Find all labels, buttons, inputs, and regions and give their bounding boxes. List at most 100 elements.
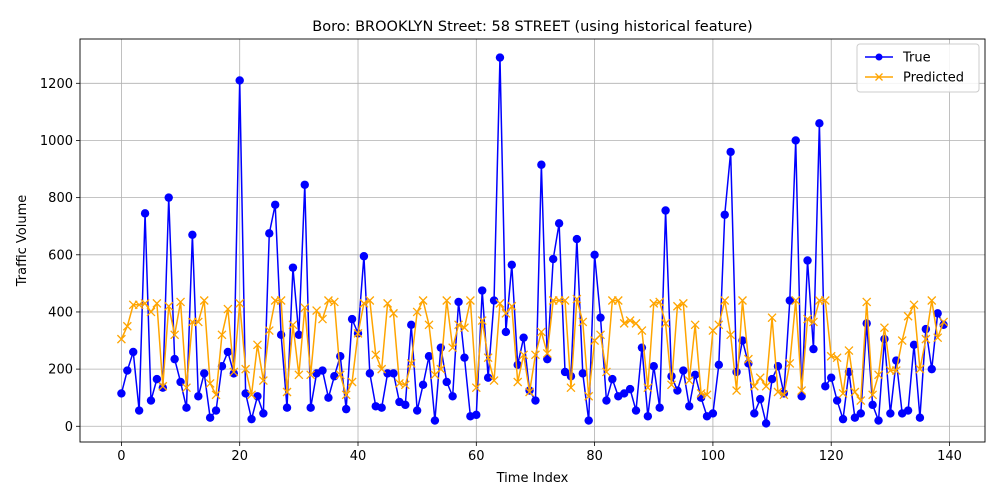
predicted-point xyxy=(832,353,842,363)
predicted-point xyxy=(489,376,499,386)
predicted-point xyxy=(838,388,848,398)
predicted-point xyxy=(513,377,523,387)
predicted-point xyxy=(661,318,671,328)
true-point xyxy=(436,343,446,352)
true-point xyxy=(205,413,215,422)
predicted-point xyxy=(122,321,132,331)
true-point xyxy=(531,396,540,405)
true-point xyxy=(886,409,895,418)
predicted-point xyxy=(176,297,186,307)
predicted-point xyxy=(282,387,292,397)
predicted-point xyxy=(223,304,233,314)
true-point xyxy=(483,373,493,382)
predicted-point xyxy=(182,383,191,393)
true-point xyxy=(880,334,889,344)
predicted-point xyxy=(158,381,168,391)
true-point xyxy=(821,382,830,391)
predicted-point xyxy=(927,296,937,305)
predicted-point xyxy=(211,390,221,400)
true-point xyxy=(229,369,238,378)
true-point xyxy=(927,364,936,374)
predicted-point xyxy=(578,317,588,327)
predicted-point xyxy=(542,348,552,358)
predicted-point xyxy=(690,320,700,330)
true-point xyxy=(152,374,162,384)
true-point xyxy=(909,340,919,350)
predicted-point xyxy=(915,364,925,374)
true-point xyxy=(383,369,392,378)
predicted-point xyxy=(389,308,398,318)
x-tick-label: 0 xyxy=(117,449,125,464)
predicted-point xyxy=(371,350,381,360)
predicted-point xyxy=(655,297,665,307)
y-tick-label: 1000 xyxy=(40,134,73,149)
predicted-point xyxy=(406,358,416,368)
predicted-point xyxy=(749,381,759,391)
x-tick-label: 20 xyxy=(231,449,248,464)
predicted-point xyxy=(164,301,174,311)
true-point xyxy=(649,362,658,371)
y-tick-label: 600 xyxy=(48,248,73,263)
true-point xyxy=(478,286,487,295)
true-point xyxy=(856,409,865,418)
predicted-point xyxy=(897,336,907,345)
predicted-point xyxy=(116,334,126,344)
predicted-point xyxy=(377,364,387,374)
legend: True Predicted xyxy=(856,43,980,93)
predicted-point xyxy=(365,296,375,305)
x-axis-ticks: 0 20 40 60 80 100 120 140 xyxy=(117,442,962,464)
true-point xyxy=(134,406,144,415)
predicted-point xyxy=(318,314,327,324)
predicted-point xyxy=(465,296,475,305)
predicted-point xyxy=(454,320,464,330)
true-point xyxy=(253,392,262,401)
predicted-point xyxy=(891,366,901,376)
predicted-point xyxy=(152,298,162,308)
predicted-point xyxy=(235,298,245,308)
predicted-point xyxy=(820,296,830,305)
predicted-point xyxy=(258,376,268,386)
true-point xyxy=(211,406,221,415)
predicted-point xyxy=(939,317,949,327)
predicted-point xyxy=(856,396,866,406)
true-point xyxy=(566,372,576,381)
true-point xyxy=(489,296,499,305)
true-point xyxy=(265,229,274,238)
predicted-point xyxy=(252,340,262,350)
predicted-point xyxy=(850,387,860,397)
legend-predicted-label: Predicted xyxy=(903,71,964,86)
true-point xyxy=(418,380,428,390)
true-point xyxy=(300,180,309,189)
predicted-point xyxy=(779,390,789,400)
predicted-point xyxy=(495,298,505,308)
predicted-point xyxy=(667,380,676,390)
y-tick-label: 1200 xyxy=(40,77,73,92)
predicted-point xyxy=(566,383,576,393)
series-layer xyxy=(116,53,949,428)
true-point xyxy=(377,403,386,412)
true-point xyxy=(549,254,558,264)
true-point xyxy=(347,314,357,324)
true-point xyxy=(495,53,505,62)
predicted-point xyxy=(199,296,209,305)
legend-predicted-marker xyxy=(875,73,883,81)
true-point xyxy=(560,367,570,377)
x-tick-label: 140 xyxy=(937,449,962,464)
true-point xyxy=(430,416,440,425)
true-point xyxy=(596,313,605,322)
predicted-point xyxy=(312,306,322,315)
predicted-point xyxy=(921,334,931,344)
true-point xyxy=(365,369,375,378)
y-tick-label: 400 xyxy=(48,305,73,320)
true-point xyxy=(241,389,250,398)
predicted-point xyxy=(631,318,641,328)
predicted-point xyxy=(193,317,203,327)
true-point xyxy=(543,354,552,364)
true-point xyxy=(750,409,759,418)
predicted-point xyxy=(247,390,256,400)
true-point xyxy=(619,389,629,398)
predicted-point xyxy=(306,370,316,380)
true-point xyxy=(294,330,304,340)
true-point xyxy=(827,373,836,382)
true-point xyxy=(407,320,416,330)
